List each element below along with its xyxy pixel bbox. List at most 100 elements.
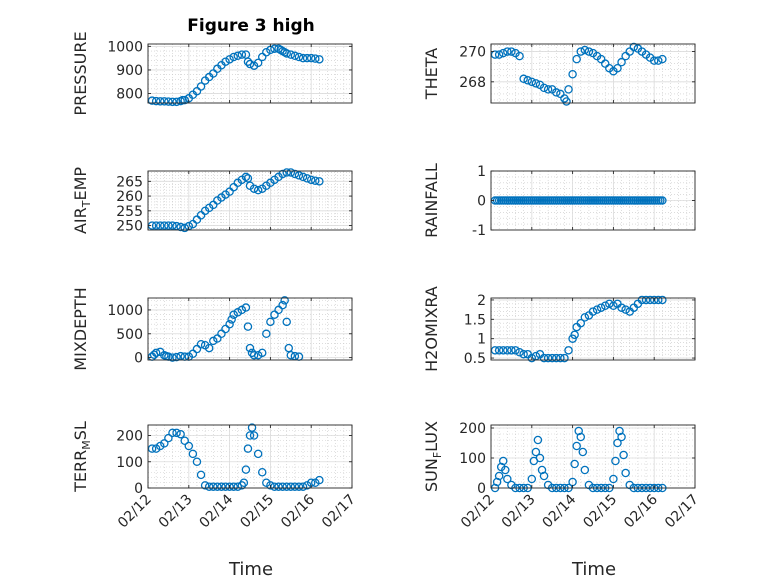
data-point bbox=[539, 83, 549, 93]
data-point bbox=[266, 481, 275, 490]
x-tick-label: 02/12 bbox=[115, 492, 155, 532]
data-point bbox=[562, 97, 571, 106]
y-tick-label: 268 bbox=[459, 75, 486, 91]
data-point bbox=[237, 305, 247, 315]
data-point bbox=[176, 222, 185, 232]
data-point bbox=[168, 428, 177, 438]
data-point bbox=[180, 95, 189, 105]
data-point bbox=[515, 51, 524, 61]
data-point bbox=[270, 44, 279, 53]
data-point bbox=[196, 470, 206, 480]
data-point bbox=[629, 42, 639, 52]
data-point bbox=[552, 353, 561, 363]
x-tick-label: 02/16 bbox=[278, 491, 318, 531]
data-point bbox=[229, 310, 238, 319]
data-point bbox=[580, 465, 590, 475]
data-point bbox=[613, 63, 622, 73]
data-point bbox=[311, 176, 320, 185]
data-point bbox=[588, 307, 598, 316]
data-point bbox=[172, 97, 181, 107]
data-point bbox=[294, 482, 304, 491]
data-point bbox=[239, 478, 249, 487]
data-point bbox=[249, 431, 259, 440]
figure-title: Figure 3 high bbox=[187, 16, 315, 36]
y-tick-label: 1000 bbox=[107, 303, 143, 319]
data-point bbox=[237, 50, 247, 59]
data-point bbox=[196, 82, 206, 91]
plot-area bbox=[491, 425, 695, 488]
x-tick-label: 02/15 bbox=[580, 492, 620, 532]
axes-box bbox=[147, 424, 353, 489]
data-point bbox=[274, 482, 283, 491]
data-point bbox=[176, 429, 185, 439]
data-point bbox=[654, 56, 663, 65]
data-point bbox=[253, 449, 263, 459]
data-point bbox=[241, 303, 251, 312]
y-axis-label: AIRTEMP bbox=[71, 167, 93, 234]
data-point bbox=[282, 482, 291, 491]
data-point bbox=[243, 444, 253, 453]
data-point bbox=[227, 315, 236, 324]
data-point bbox=[609, 301, 618, 310]
data-point bbox=[257, 467, 267, 477]
y-tick-label: 260 bbox=[116, 189, 143, 205]
data-series bbox=[490, 295, 667, 363]
data-point bbox=[241, 465, 251, 474]
data-point bbox=[262, 329, 271, 339]
data-point bbox=[560, 353, 569, 363]
data-point bbox=[249, 184, 259, 193]
data-series bbox=[147, 423, 324, 491]
data-point bbox=[253, 58, 263, 68]
data-point bbox=[225, 482, 234, 491]
data-point bbox=[600, 301, 610, 310]
data-point bbox=[568, 70, 577, 79]
data-point bbox=[658, 196, 667, 205]
y-tick-label: 800 bbox=[116, 87, 143, 103]
data-point bbox=[180, 436, 189, 445]
x-axis-label-left: Time bbox=[228, 559, 273, 580]
data-point bbox=[596, 303, 606, 312]
data-point bbox=[168, 221, 177, 230]
y-tick-label: 265 bbox=[116, 174, 143, 190]
y-tick-label: 0 bbox=[134, 351, 143, 367]
data-point bbox=[249, 350, 259, 360]
data-point bbox=[564, 346, 573, 355]
data-point bbox=[204, 343, 214, 353]
data-point bbox=[580, 45, 590, 55]
data-point bbox=[151, 221, 161, 230]
axes-box bbox=[147, 43, 353, 104]
data-point bbox=[572, 54, 581, 64]
data-point bbox=[286, 168, 296, 177]
data-point bbox=[188, 449, 198, 459]
data-point bbox=[494, 471, 504, 481]
data-point bbox=[507, 346, 516, 355]
data-point bbox=[539, 353, 549, 363]
data-series bbox=[490, 196, 667, 205]
x-tick-label: 02/14 bbox=[540, 491, 580, 531]
y-tick-label: 1000 bbox=[107, 39, 143, 55]
data-point bbox=[503, 47, 512, 56]
y-axis-label: TERRMSL bbox=[71, 421, 93, 493]
data-point bbox=[527, 474, 537, 484]
tick-marks bbox=[147, 298, 353, 360]
data-point bbox=[209, 482, 218, 491]
y-axis-label: RAINFALL bbox=[422, 163, 441, 238]
data-point bbox=[245, 431, 255, 440]
data-point bbox=[233, 482, 243, 491]
data-point bbox=[282, 317, 291, 327]
y-tick-label: 2 bbox=[477, 293, 486, 309]
data-point bbox=[192, 457, 202, 466]
y-tick-label: 100 bbox=[459, 451, 486, 467]
x-tick-label: 02/14 bbox=[197, 491, 237, 531]
y-tick-label: 0 bbox=[477, 194, 486, 210]
data-point bbox=[556, 353, 565, 363]
x-tick-label: 02/17 bbox=[319, 492, 359, 532]
data-point bbox=[507, 47, 516, 56]
data-point bbox=[547, 353, 557, 363]
data-point bbox=[531, 79, 541, 88]
data-point bbox=[503, 474, 512, 484]
y-tick-label: 250 bbox=[116, 219, 143, 235]
tick-marks bbox=[490, 170, 696, 231]
data-point bbox=[539, 471, 549, 481]
data-point bbox=[241, 172, 251, 182]
